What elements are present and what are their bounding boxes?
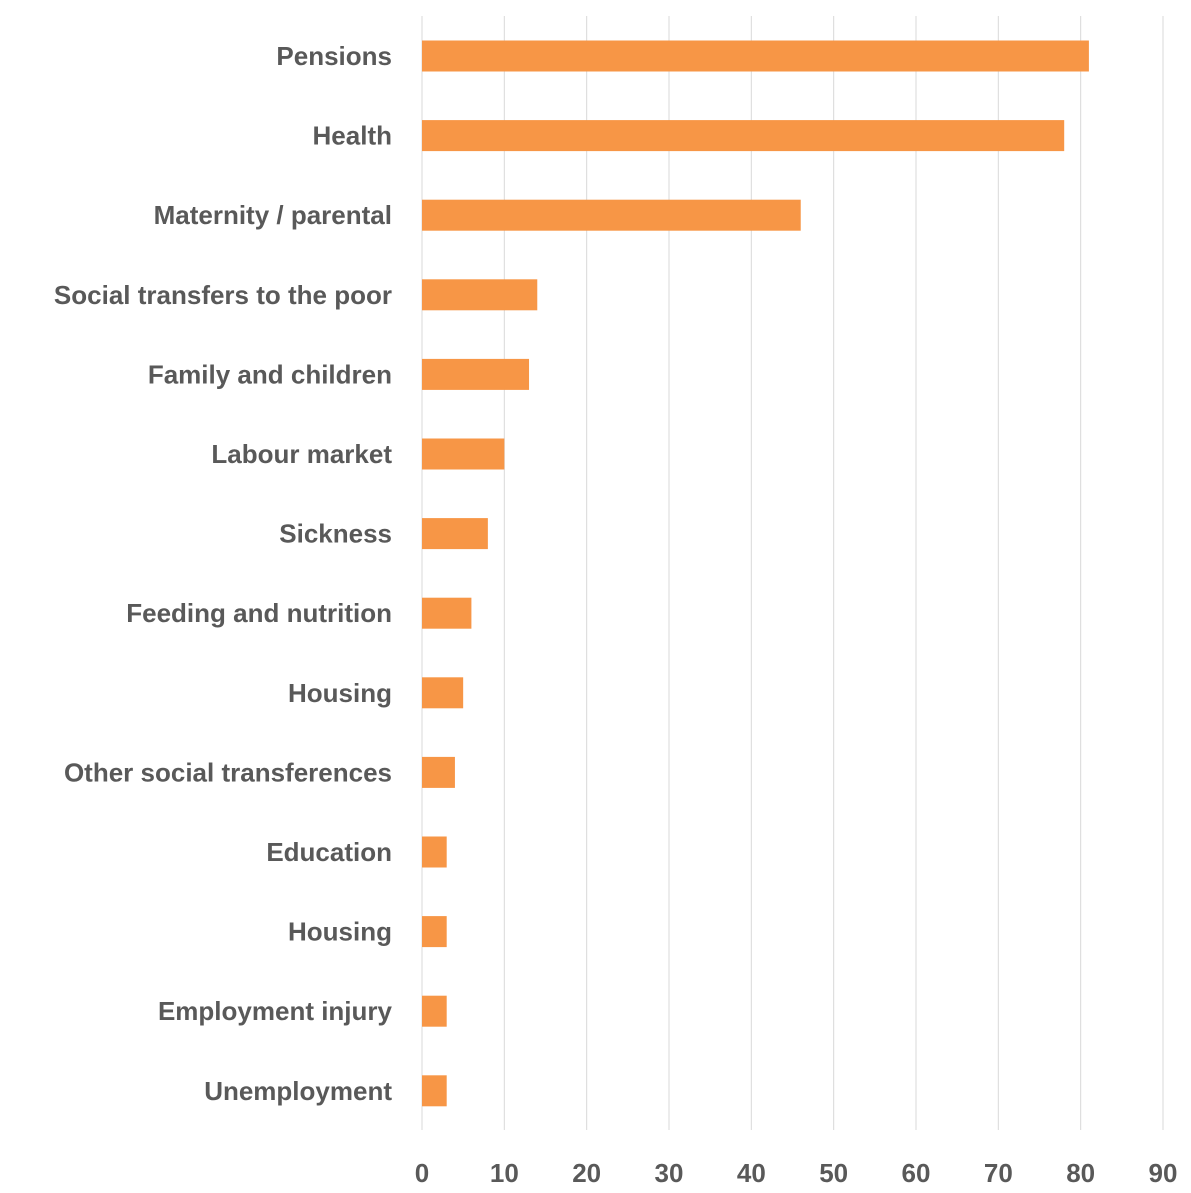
- category-label: Maternity / parental: [154, 200, 392, 230]
- x-tick-label: 30: [655, 1158, 684, 1188]
- gridlines: [421, 16, 1164, 1130]
- x-tick-label: 70: [984, 1158, 1013, 1188]
- bar: [422, 120, 1065, 152]
- x-tick-label: 60: [902, 1158, 931, 1188]
- bars: [422, 40, 1089, 1107]
- category-label: Other social transferences: [64, 757, 392, 787]
- category-label: Labour market: [211, 439, 392, 469]
- category-label: Employment injury: [158, 996, 393, 1026]
- category-label: Housing: [288, 678, 392, 708]
- category-label: Unemployment: [204, 1076, 392, 1106]
- category-label: Family and children: [148, 359, 392, 389]
- bar: [422, 40, 1089, 72]
- x-tick-label: 10: [490, 1158, 519, 1188]
- category-label: Sickness: [279, 519, 392, 549]
- category-label: Health: [313, 121, 392, 151]
- bar: [422, 199, 801, 231]
- x-tick-label: 20: [572, 1158, 601, 1188]
- category-label: Housing: [288, 917, 392, 947]
- x-tick-label: 0: [415, 1158, 429, 1188]
- bar: [422, 1075, 447, 1107]
- category-label: Pensions: [276, 41, 392, 71]
- category-label: Education: [266, 837, 392, 867]
- x-tick-label: 40: [737, 1158, 766, 1188]
- x-tick-label: 50: [819, 1158, 848, 1188]
- bar: [422, 995, 447, 1027]
- category-label: Social transfers to the poor: [54, 280, 392, 310]
- bar: [422, 756, 455, 788]
- bar: [422, 279, 538, 311]
- bar: [422, 916, 447, 948]
- bar: [422, 358, 530, 390]
- bar: [422, 677, 464, 709]
- bar: [422, 597, 472, 629]
- x-tick-label: 80: [1066, 1158, 1095, 1188]
- bar: [422, 836, 447, 868]
- category-labels: Pensions Health Maternity / parental Social…: [54, 41, 393, 1106]
- bar: [422, 518, 488, 550]
- x-tick-label: 90: [1149, 1158, 1178, 1188]
- category-label: Feeding and nutrition: [126, 598, 392, 628]
- x-axis-ticks: 0 10 20 30 40 50 60 70 80 90: [415, 1158, 1178, 1188]
- bar: [422, 438, 505, 470]
